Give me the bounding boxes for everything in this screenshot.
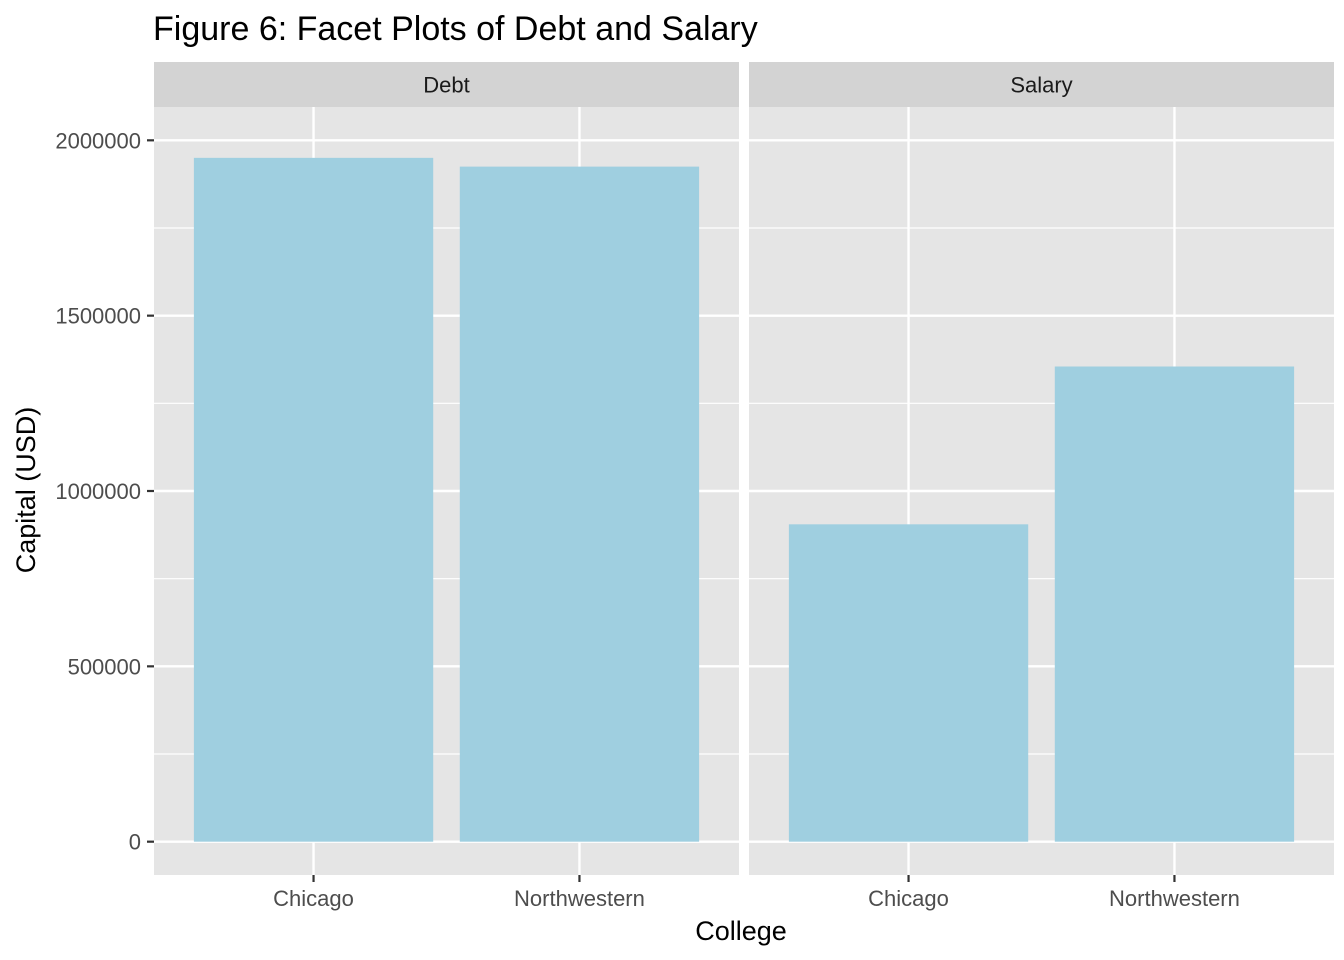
chart-title: Figure 6: Facet Plots of Debt and Salary [153,10,758,48]
facet-panel-salary: Salary Chicago Northwestern [749,62,1334,911]
y-tick-label: 1000000 [55,479,141,504]
facet-strip-label: Salary [1010,73,1072,98]
bar-debt-chicago [193,157,434,842]
bar-debt-northwestern [459,166,700,842]
facet-strip [154,62,739,107]
y-tick-label: 0 [129,830,141,855]
x-tick-label: Northwestern [514,886,645,911]
y-tick-label: 1500000 [55,304,141,329]
facet-strip-label: Debt [423,73,469,98]
bar-salary-northwestern [1054,366,1295,842]
x-tick-label: Chicago [868,886,949,911]
x-tick-label: Northwestern [1109,886,1240,911]
y-axis-title: Capital (USD) [11,407,41,574]
y-axis: 0 500000 1000000 1500000 2000000 [55,128,154,855]
x-tick-label: Chicago [273,886,354,911]
x-axis-title: College [695,916,787,946]
y-tick-label: 2000000 [55,128,141,153]
facet-panels: Debt Chicago Northwestern Salary Chicago Nort… [154,62,1334,911]
facet-strip [749,62,1334,107]
facet-panel-debt: Debt Chicago Northwestern [154,62,739,911]
bar-salary-chicago [788,524,1029,842]
y-tick-label: 500000 [68,654,141,679]
